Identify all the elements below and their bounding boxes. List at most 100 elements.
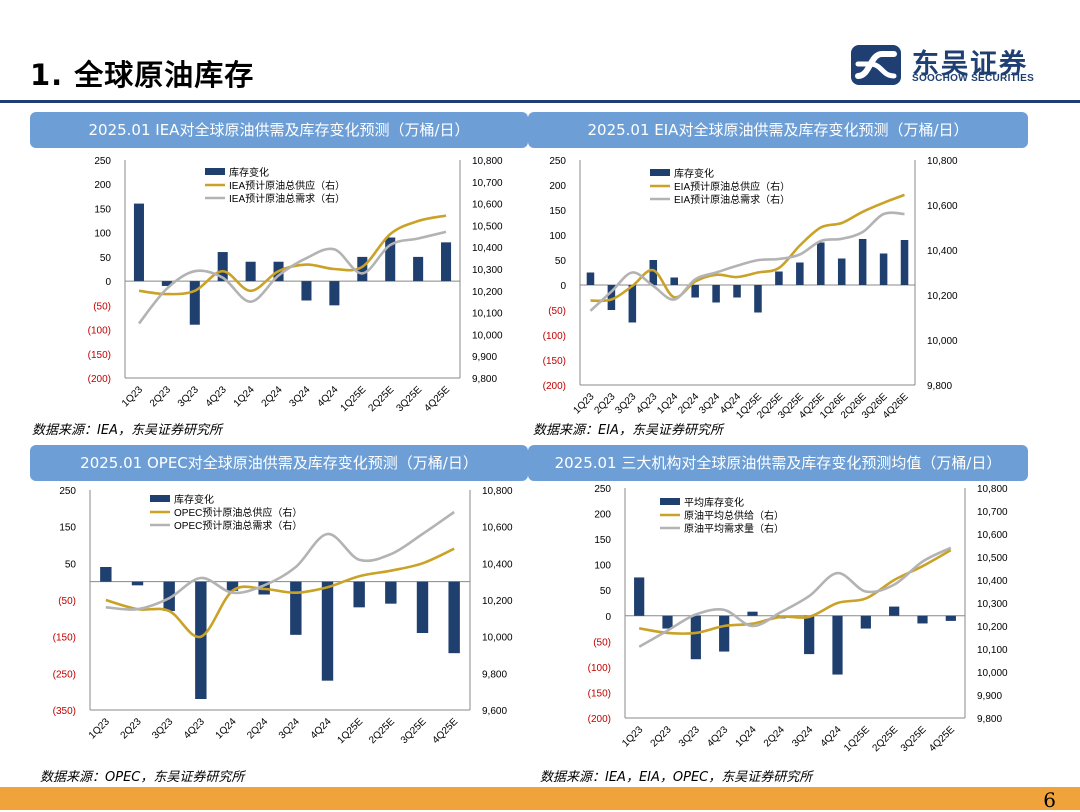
left-tick-label: 50 [100, 253, 112, 264]
category-label: 1Q23 [120, 384, 145, 409]
source-note-iea: 数据来源：IEA，东吴证券研究所 [32, 423, 222, 438]
inventory-bar [670, 277, 678, 285]
legend-bar-swatch [205, 168, 225, 175]
legend-label: 原油平均需求量（右） [684, 522, 784, 535]
supply-line [638, 548, 952, 635]
inventory-bar [448, 581, 460, 654]
inventory-bar [161, 281, 172, 286]
legend-label: EIA预计原油总供应（右） [674, 180, 790, 193]
left-tick-label: (50) [58, 596, 76, 607]
right-tick-label: 10,300 [472, 265, 503, 276]
right-tick-label: 10,700 [472, 178, 503, 189]
page-number: 6 [1043, 788, 1056, 812]
category-label: 1Q23 [87, 716, 112, 741]
inventory-bar [733, 285, 741, 298]
category-label: 2Q24 [676, 391, 701, 416]
category-label: 2Q25E [367, 716, 397, 746]
right-tick-label: 10,000 [482, 633, 513, 644]
inventory-bar [226, 581, 239, 591]
legend-label: 库存变化 [674, 167, 714, 180]
legend-label: OPEC预计原油总供应（右） [174, 506, 302, 519]
panel-title-opec: 2025.01 OPEC对全球原油供需及库存变化预测（万桶/日） [30, 445, 528, 481]
demand-line [137, 230, 447, 325]
category-label: 3Q24 [790, 724, 815, 749]
right-tick-label: 9,600 [482, 706, 507, 717]
right-tick-label: 10,300 [977, 599, 1008, 610]
category-label: 4Q24 [309, 716, 334, 741]
category-label: 2Q24 [762, 724, 787, 749]
supply-line [105, 547, 455, 639]
category-label: 3Q23 [677, 724, 702, 749]
category-label: 2Q23 [119, 716, 144, 741]
inventory-bar [649, 260, 658, 285]
category-label: 2Q25E [870, 724, 900, 754]
chart-iea: 250 200 150 100 50 0 (50) (100) (150) (200) 10,800… [88, 156, 503, 414]
right-tick-label: 10,600 [977, 530, 1008, 541]
inventory-bar [796, 262, 804, 285]
left-tick-label: 150 [94, 204, 111, 215]
right-tick-label: 10,100 [977, 645, 1008, 656]
category-label: 3Q23 [150, 716, 175, 741]
category-label: 1Q23 [620, 724, 645, 749]
right-tick-label: 9,800 [482, 669, 507, 680]
category-label: 1Q24 [232, 384, 257, 409]
left-tick-label: (150) [588, 688, 611, 699]
right-tick-label: 10,600 [482, 523, 513, 534]
category-label: 2Q23 [592, 391, 617, 416]
left-tick-label: 200 [94, 180, 111, 191]
right-tick-label: 10,500 [472, 221, 503, 232]
footer-bar [0, 787, 1080, 810]
legend-label: 原油平均总供给（右） [684, 509, 784, 522]
right-tick-label: 10,000 [472, 330, 503, 341]
category-label: 1Q24 [655, 391, 680, 416]
inventory-bar [719, 615, 730, 652]
category-label: 4Q25E [430, 716, 460, 746]
category-label: 3Q23 [613, 391, 638, 416]
right-tick-label: 10,000 [927, 336, 958, 347]
left-tick-label: (50) [548, 306, 566, 317]
inventory-bar [131, 581, 144, 586]
legend-bar-swatch [650, 169, 670, 176]
left-tick-label: 250 [59, 486, 76, 497]
right-tick-label: 10,700 [977, 507, 1008, 518]
category-label: 1Q24 [734, 724, 759, 749]
right-tick-label: 9,900 [977, 691, 1002, 702]
left-tick-label: 250 [94, 156, 111, 167]
inventory-bar [413, 256, 424, 282]
category-label: 3Q23 [176, 384, 201, 409]
inventory-bar [858, 239, 867, 285]
left-tick-label: 250 [549, 156, 566, 167]
title-divider [0, 100, 1080, 103]
right-tick-label: 9,900 [472, 352, 497, 363]
inventory-bar [416, 581, 429, 633]
inventory-bar [290, 581, 302, 635]
category-label: 2Q23 [148, 384, 173, 409]
legend-label: IEA预计原油总需求（右） [229, 192, 345, 205]
inventory-bar [691, 285, 699, 298]
left-tick-label: (150) [543, 356, 566, 367]
right-tick-label: 10,100 [472, 309, 503, 320]
left-tick-label: 250 [594, 484, 611, 495]
panel-title-iea: 2025.01 IEA对全球原油供需及库存变化预测（万桶/日） [30, 112, 528, 148]
inventory-bar [817, 242, 825, 285]
chart-average: 250 200 150 100 50 0 (50) (100) (150) (200) 10,800… [588, 484, 1008, 754]
legend-label: 库存变化 [174, 493, 214, 506]
panel-title-average: 2025.01 三大机构对全球原油供需及库存变化预测均值（万桶/日） [528, 445, 1028, 481]
left-tick-label: (350) [53, 706, 76, 717]
inventory-bar [712, 285, 720, 303]
inventory-bar [441, 242, 452, 282]
chart-opec: 250 150 50 (50) (150) (250) (350) 10,800 10,600 1… [53, 486, 513, 746]
left-tick-label: 150 [59, 523, 76, 534]
company-logo: 东吴证券 SOOCHOW SECURITIES [850, 42, 1060, 88]
category-label: 1Q24 [214, 716, 239, 741]
inventory-bar [747, 611, 758, 616]
inventory-bar [945, 615, 956, 621]
category-label: 4Q23 [182, 716, 207, 741]
inventory-bar [357, 256, 368, 282]
source-note-opec: 数据来源：OPEC，东吴证券研究所 [40, 770, 245, 785]
inventory-bar [775, 271, 783, 285]
right-tick-label: 10,000 [977, 668, 1008, 679]
inventory-bar [163, 581, 175, 611]
panel-title-eia: 2025.01 EIA对全球原油供需及库存变化预测（万桶/日） [528, 112, 1028, 148]
right-tick-label: 10,400 [472, 243, 503, 254]
